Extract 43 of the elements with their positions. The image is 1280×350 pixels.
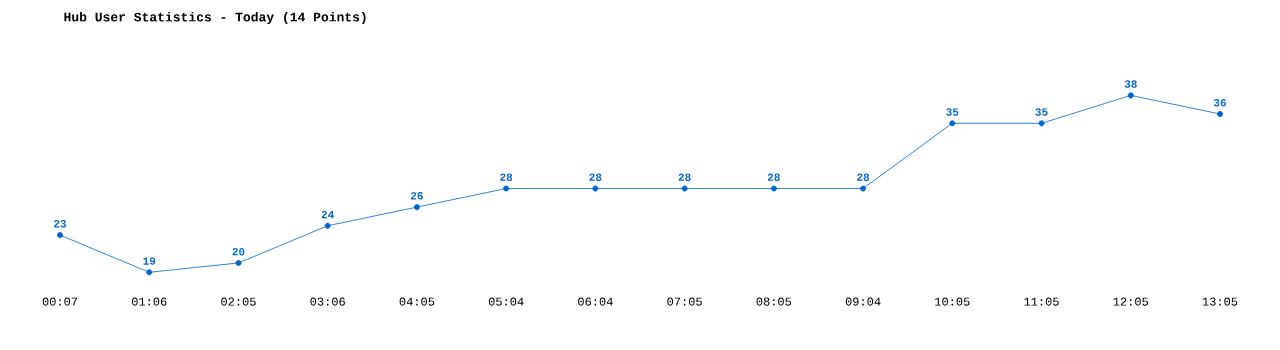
x-tick-label: 05:04 bbox=[488, 297, 524, 306]
x-tick-label: 00:07 bbox=[42, 297, 78, 306]
point bbox=[949, 120, 956, 127]
chart-title: Hub User Statistics - Today (14 Points) bbox=[64, 11, 366, 25]
point bbox=[1038, 120, 1045, 127]
data-label: 28 bbox=[857, 173, 870, 181]
x-tick-label: 12:05 bbox=[1113, 297, 1148, 306]
x-tick-label: 04:05 bbox=[399, 297, 435, 306]
point bbox=[503, 185, 510, 192]
x-tick-label: 13:05 bbox=[1202, 297, 1238, 306]
x-tick-label: 11:05 bbox=[1024, 297, 1059, 306]
data-label: 35 bbox=[946, 108, 959, 116]
point bbox=[235, 259, 242, 266]
point bbox=[1127, 92, 1134, 99]
point bbox=[57, 232, 64, 239]
data-label: 26 bbox=[410, 192, 423, 200]
x-tick-label: 08:05 bbox=[756, 297, 792, 306]
x-tick-label: 06:04 bbox=[578, 297, 613, 306]
point bbox=[1216, 111, 1223, 117]
data-label: 35 bbox=[1035, 108, 1048, 116]
point bbox=[770, 185, 777, 192]
point bbox=[146, 269, 153, 276]
x-tick-label: 10:05 bbox=[935, 297, 970, 306]
data-label: 28 bbox=[589, 173, 602, 181]
point bbox=[681, 185, 688, 192]
data-label: 36 bbox=[1213, 98, 1226, 107]
x-tick-label: 01:06 bbox=[131, 297, 167, 306]
x-tick-label: 09:04 bbox=[845, 297, 881, 306]
data-label: 20 bbox=[232, 247, 245, 256]
x-tick-label: 07:05 bbox=[667, 297, 702, 306]
data-label: 28 bbox=[767, 173, 780, 181]
data-label: 24 bbox=[321, 210, 334, 219]
point bbox=[324, 222, 331, 229]
point bbox=[413, 204, 420, 211]
data-label: 28 bbox=[500, 173, 513, 181]
data-label: 38 bbox=[1124, 80, 1137, 88]
point bbox=[860, 185, 867, 192]
x-tick-label: 02:05 bbox=[221, 297, 256, 306]
data-label: 19 bbox=[143, 257, 156, 265]
point bbox=[592, 185, 599, 192]
data-label: 23 bbox=[54, 220, 67, 228]
x-tick-label: 03:06 bbox=[310, 297, 345, 306]
data-label: 28 bbox=[678, 173, 691, 181]
